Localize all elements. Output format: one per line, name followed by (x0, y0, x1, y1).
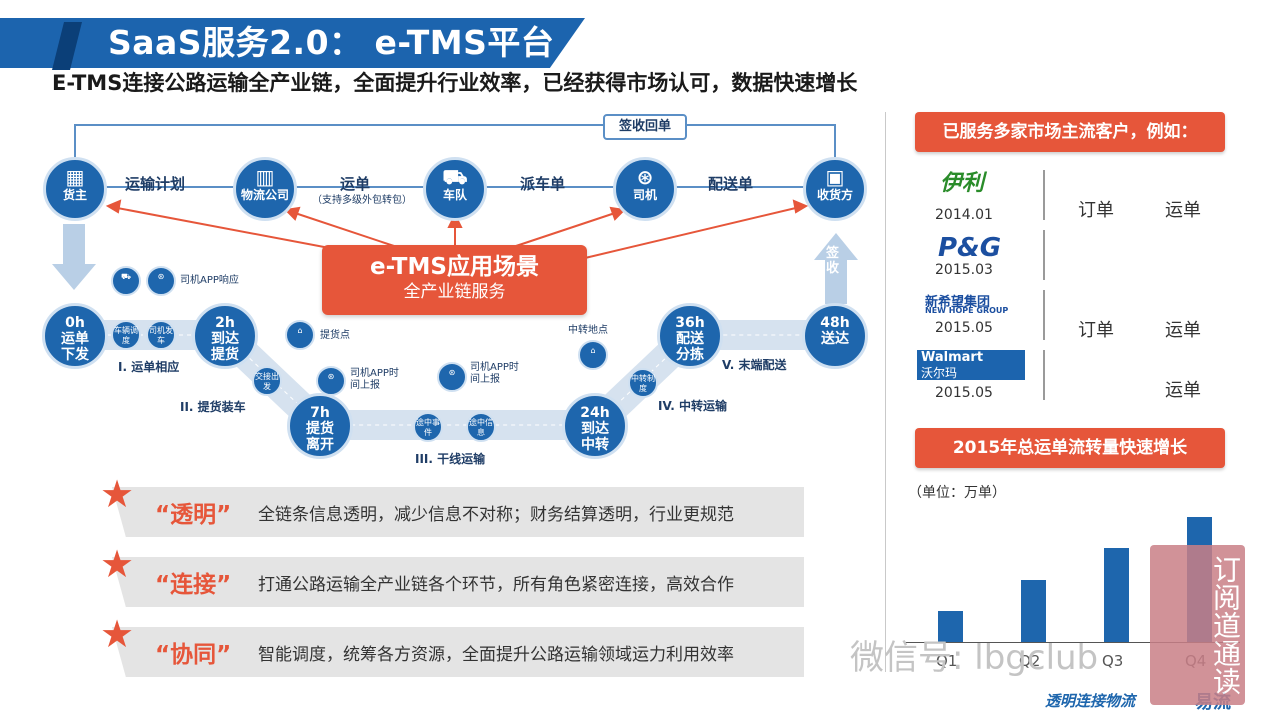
feature-row-bg-1 (112, 487, 804, 537)
bar-q2 (1021, 579, 1046, 642)
feature-desc-collaborate: 智能调度，统筹各方资源，全面提升公路运输领域运力利用效率 (258, 645, 734, 665)
star-icon: ★ (100, 542, 135, 586)
feature-row-bg-2 (112, 557, 804, 607)
bar-q1 (938, 610, 963, 642)
feature-row-bg-3 (112, 627, 804, 677)
stage-4: IV. 中转运输 (658, 399, 727, 413)
year-newhope: 2015.05 (935, 320, 993, 336)
tag-order: 订单 (1078, 320, 1114, 341)
receiver-icon: ▣ (825, 165, 845, 189)
edge-label-plan: 运输计划 (125, 175, 186, 193)
note-driver-report-1: 司机APP时间上报 (350, 368, 399, 391)
building-icon: ▥ (255, 165, 275, 189)
growth-heading: 2015年总运单流转量快速增长 (915, 428, 1225, 468)
tag-waybill: 运单 (1165, 380, 1201, 401)
step-handover: 交接出发 (252, 366, 282, 396)
stage-2: II. 提货装车 (180, 400, 246, 414)
page-title: SaaS服务2.0： e-TMS平台 (108, 23, 555, 62)
sign-arrow-label: 签收 (826, 246, 840, 276)
note-driver-report-2: 司机APP时间上报 (470, 362, 519, 385)
year-pg: 2015.03 (935, 262, 993, 278)
step-transit-info: 途中信息 (466, 412, 496, 442)
steering-wheel-icon: ⊛ (636, 165, 654, 189)
step-vehicle-dispatch: 车辆调度 (111, 320, 141, 350)
node-shipper: ▦ 货主 (43, 157, 107, 221)
logo-newhope-en: NEW HOPE GROUP (925, 306, 1009, 315)
page-subtitle: E-TMS连接公路运输全产业链，全面提升行业效率，已经获得市场认可，数据快速增长 (52, 71, 858, 95)
note-driver-app: 司机APP响应 (180, 275, 239, 286)
truck-icon: ⛟ (442, 165, 468, 189)
tick-label-q2: Q2 (1019, 652, 1041, 670)
center-subtitle: 全产业链服务 (403, 282, 506, 302)
stage-1: I. 运单相应 (118, 360, 180, 374)
note-pickup: 提货点 (320, 330, 350, 341)
node-fleet: ⛟ 车队 (423, 157, 487, 221)
wheel-small-icon: ⊛ (146, 266, 176, 296)
logo-walmart: Walmart 沃尔玛 (917, 350, 1025, 380)
year-walmart: 2015.05 (935, 385, 993, 401)
center-scenario-box: e-TMS应用场景 全产业链服务 (322, 245, 587, 315)
feature-name-connect: “连接” (155, 572, 232, 598)
edge-label-delivery: 配送单 (708, 175, 754, 193)
footer-slogan: 透明连接物流 (1045, 692, 1136, 710)
milestone-7h: 7h 提货离开 (287, 393, 353, 459)
star-icon: ★ (100, 472, 135, 516)
title-banner (0, 18, 585, 68)
row-divider (1043, 170, 1045, 220)
tag-waybill: 运单 (1165, 320, 1201, 341)
milestone-0h: 0h 运单下发 (42, 303, 108, 369)
star-icon: ★ (100, 612, 135, 656)
tick-label-q1: Q1 (936, 652, 958, 670)
row-divider (1043, 230, 1045, 280)
driver-app-icon-1: ⊛ (316, 366, 346, 396)
milestone-2h: 2h 到达提货 (192, 303, 258, 369)
center-title: e-TMS应用场景 (370, 254, 539, 280)
feature-name-collaborate: “协同” (155, 642, 232, 668)
row-divider (1043, 290, 1045, 340)
customers-heading: 已服务多家市场主流客户，例如： (915, 112, 1225, 152)
tick-label-q3: Q3 (1102, 652, 1124, 670)
node-driver: ⊛ 司机 (613, 157, 677, 221)
panel-divider (885, 112, 886, 672)
node-logistics-company: ▥ 物流公司 (233, 157, 297, 221)
milestone-48h: 48h 送达 (802, 303, 868, 369)
sign-receipt-label: 签收回单 (603, 114, 687, 140)
tag-waybill: 运单 (1165, 200, 1201, 221)
seal-stamp: 订阅道通读 (1150, 545, 1245, 705)
row-divider (1043, 350, 1045, 400)
feature-name-transparent: “透明” (155, 502, 232, 528)
truck-small-icon: ⛟ (111, 266, 141, 296)
bar-q3 (1104, 548, 1129, 642)
wechat-watermark: 微信号: lbgclub (850, 638, 1099, 678)
pickup-icon: ⌂ (285, 320, 315, 350)
stage-5: V. 末端配送 (722, 358, 787, 372)
edge-label-waybill: 运单 (340, 175, 371, 193)
tag-order: 订单 (1078, 200, 1114, 221)
step-transit-event: 途中事件 (413, 412, 443, 442)
milestone-24h: 24h 到达中转 (562, 393, 628, 459)
feature-desc-transparent: 全链条信息透明，减少信息不对称；财务结算透明，行业更规范 (258, 505, 734, 525)
year-yili: 2014.01 (935, 207, 993, 223)
node-receiver: ▣ 收货方 (803, 157, 867, 221)
milestone-36h: 36h 配送分拣 (657, 303, 723, 369)
step-driver-depart: 司机发车 (146, 320, 176, 350)
logo-pg: P&G (938, 233, 1002, 263)
chart-unit: （单位：万单） (908, 485, 1006, 501)
step-transfer: 中转制度 (628, 368, 658, 398)
note-transfer-point: 中转地点 (568, 325, 608, 336)
logo-yili: 伊利 (940, 171, 985, 196)
stage-3: III. 干线运输 (415, 452, 486, 466)
driver-app-icon-2: ⊛ (437, 362, 467, 392)
transfer-point-icon: ⌂ (578, 340, 608, 370)
logo-newhope: 新希望集团 (925, 295, 991, 310)
warehouse-icon: ▦ (65, 165, 85, 189)
edge-label-dispatch: 派车单 (520, 175, 566, 193)
edge-note: （支持多级外包转包） (312, 195, 412, 206)
chart-baseline (905, 642, 1240, 643)
feature-desc-connect: 打通公路运输全产业链各个环节，所有角色紧密连接，高效合作 (258, 575, 734, 595)
flow-connectors (52, 124, 858, 440)
